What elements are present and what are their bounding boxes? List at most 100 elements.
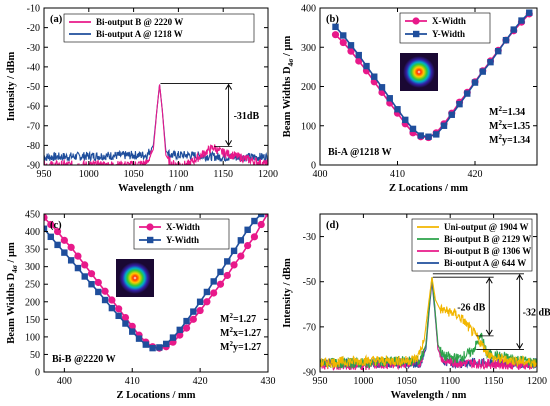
data-point [479,68,486,75]
data-point [217,268,224,276]
data-point [230,261,238,269]
data-point [203,288,211,296]
arrow-head [516,343,524,350]
plot-area [320,277,537,372]
data-point [237,237,245,244]
x-tick-label: 1050 [397,376,417,387]
data-point [115,305,123,313]
panel-label: (d) [326,220,339,231]
data-point [74,264,82,272]
data-point [355,51,362,59]
data-point [88,281,95,288]
data-point [81,261,89,269]
y-tick-label: -90 [303,368,316,379]
data-point [108,304,116,312]
data-point [95,288,102,296]
data-point [60,236,68,244]
panel-label: (b) [326,14,339,25]
data-point [81,273,88,280]
y-axis-label: Intensity / dBm [282,258,293,328]
peak-gap [153,151,162,165]
data-point [128,322,136,330]
y-tick-label: -50 [27,82,40,93]
y-tick-label: -10 [27,4,40,15]
m2-annotation: M2=1.34 [489,105,525,118]
data-point [464,90,471,97]
annotation-text: Bi-A @1218 W [328,147,392,158]
data-point [94,278,102,287]
series-line-2 [44,214,263,349]
legend-label: Uni-output @ 1904 W [444,222,528,232]
data-point [417,132,424,139]
data-point [47,220,55,229]
data-point [258,214,265,218]
x-tick-label: 1100 [440,376,460,387]
data-point [67,257,75,264]
plot-area [44,84,268,165]
m2-annotation: M2y=1.27 [220,340,261,353]
x-axis-label: Wavelength / nm [391,390,467,401]
data-point [169,334,177,341]
data-point [526,9,533,16]
data-point [257,220,265,229]
legend-label: Y-Width [432,29,465,39]
data-point [223,271,231,280]
data-point [355,57,363,65]
data-point [162,340,170,348]
y-axis-label: Beam Widths D4σ / μm [282,35,295,137]
x-tick-label: 1150 [213,169,233,180]
legend-marker [413,30,420,38]
beam-spot [403,56,435,88]
beam-spot [119,262,151,294]
arrow-head [516,273,524,281]
plot-area [44,214,268,352]
y-tick-label: 250 [25,280,40,291]
x-tick-label: 400 [57,376,72,387]
x-tick-label: 420 [468,169,483,180]
data-point [244,242,252,250]
data-point [149,344,156,352]
m2-annotation: M2y=1.34 [489,133,530,146]
data-point [156,344,163,351]
x-tick-label: 400 [313,169,328,180]
y-tick-label: -30 [27,43,40,54]
panel-label: (c) [50,220,62,231]
plot-frame [43,213,269,373]
x-tick-label: 1150 [484,376,504,387]
data-point [347,47,355,55]
data-point [101,296,109,304]
data-point [433,131,440,138]
annotation-text: -32 dB [523,308,550,319]
data-point [210,278,217,285]
y-tick-label: 0 [35,368,40,379]
data-point [518,17,525,24]
legend-label: Bi-output B @ 1306 W [444,246,531,256]
arrow-head [225,140,233,147]
y-tick-label: 150 [25,315,40,326]
y-tick-label: -70 [27,121,40,132]
data-point [176,326,183,334]
chart-panel-2: 400 410 420 0 100 200 300 400 Z Locations / mm Be… [282,4,538,194]
chart-panel-4: 950 1000 1050 1100 1150 1200 -90 -70 -50 -30 Wavel… [282,213,550,401]
x-tick-label: 1050 [124,169,144,180]
data-point [74,252,82,260]
data-point [108,296,116,304]
data-point [121,313,130,322]
x-tick-label: 410 [390,169,405,180]
y-tick-label: 200 [25,297,40,308]
data-point [230,247,238,255]
y-tick-label: -90 [27,161,40,172]
data-point [402,116,409,124]
legend-label: Bi-output A @ 1218 W [96,29,183,39]
arrow-head [225,83,233,90]
data-point [251,217,258,225]
data-point [394,106,401,113]
data-point [190,308,197,315]
legend-label: X-Width [432,16,466,26]
chart-panel-3: 400 410 420 430 0 50 100 150 200 250 300 350 400 450 Z… [6,210,276,402]
data-point [135,335,143,342]
m2-annotation: M2x=1.27 [220,326,261,339]
legend-label: Bi-output B @ 2220 W [96,17,183,27]
data-point [378,84,386,91]
